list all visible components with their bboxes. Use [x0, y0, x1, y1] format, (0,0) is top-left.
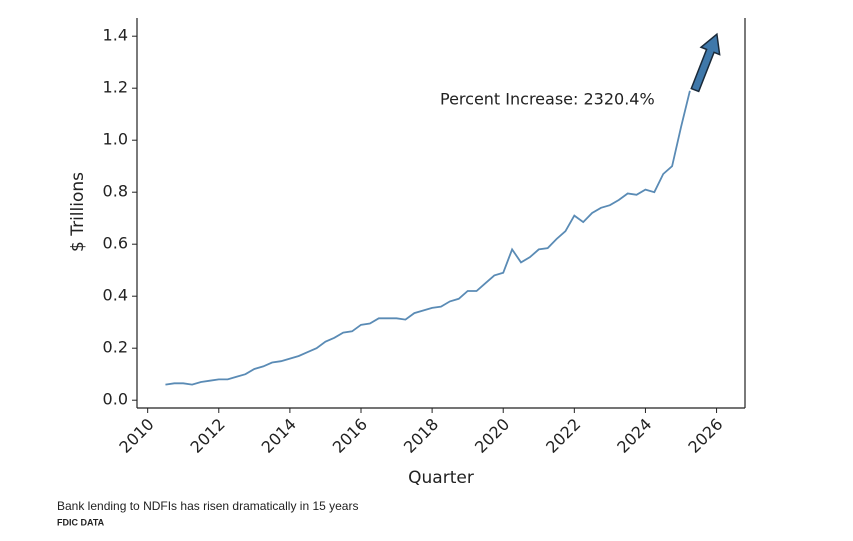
y-tick-label: 0.0	[103, 390, 128, 409]
y-tick-label: 0.8	[103, 182, 128, 201]
y-tick-label: 0.4	[103, 286, 128, 305]
y-tick-label: 0.2	[103, 338, 128, 357]
annotation: Percent Increase: 2320.4%	[440, 90, 655, 109]
x-axis-label: Quarter	[408, 468, 474, 488]
y-tick-label: 0.6	[103, 234, 128, 253]
line	[165, 90, 691, 386]
y-tick-label: 1.2	[103, 78, 128, 97]
y-axis-label: $ Trillions	[68, 172, 88, 252]
caption: Bank lending to NDFIs has risen dramatic…	[57, 499, 358, 513]
source: FDIC DATA	[57, 517, 105, 527]
y-tick-label: 1.4	[103, 26, 128, 45]
y-tick-label: 1.0	[103, 130, 128, 149]
arrow-shape	[690, 32, 721, 93]
arrow	[690, 32, 721, 93]
